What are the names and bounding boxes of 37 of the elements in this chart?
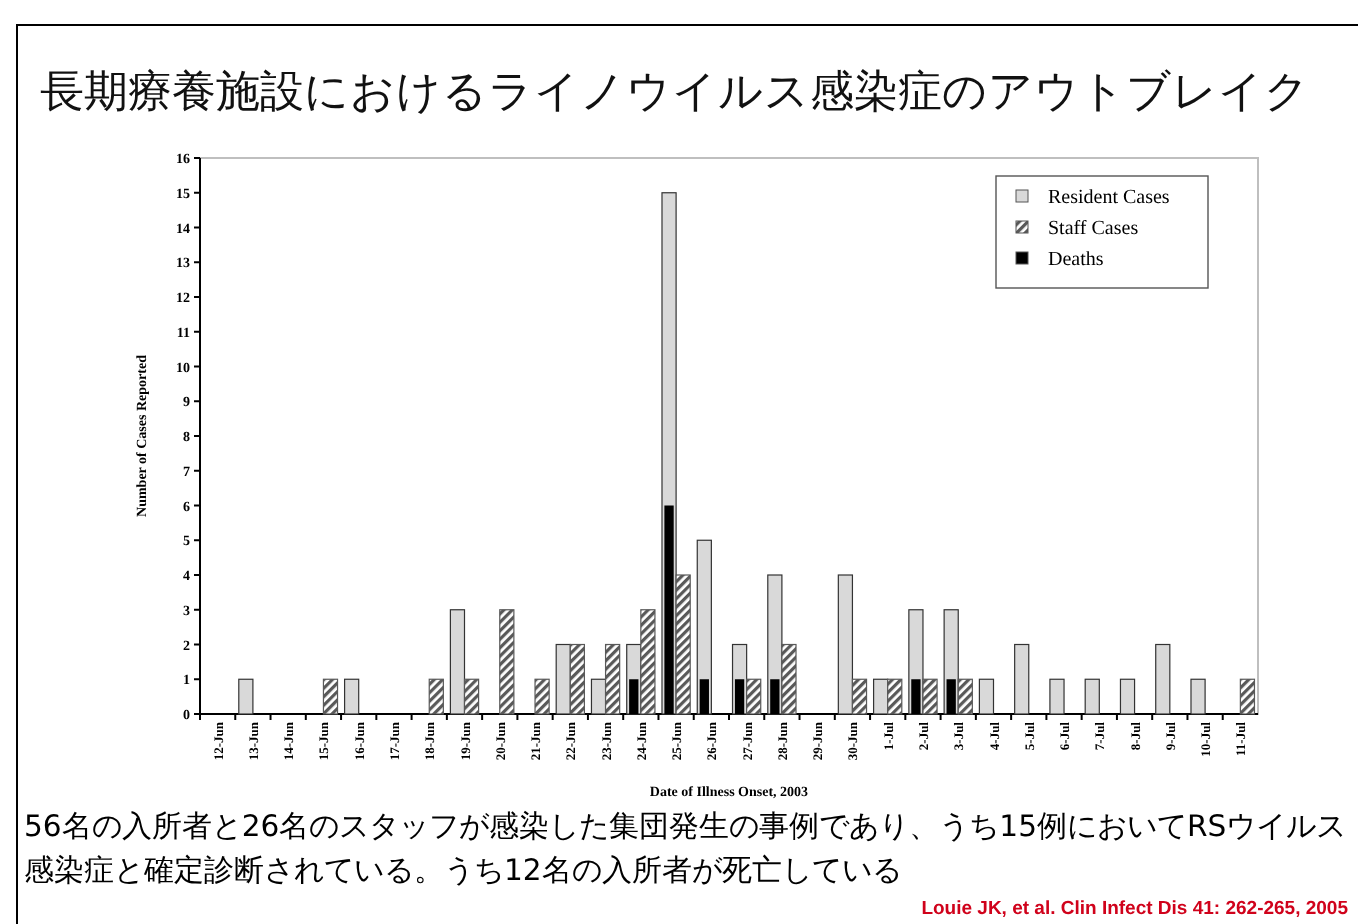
bar	[555, 643, 571, 715]
text: Louie JK, et al. Clin Infect Dis 41: 262-265, 2005	[921, 898, 1350, 920]
bar	[1190, 678, 1206, 715]
text: 56名の入所者と26名のスタッフが感染した集団発生の事例であり、うち15例においてRSウイルス感染症と確定診断されている。うち12名の入所者が死亡している	[24, 808, 1349, 892]
legend-label: Deaths	[1048, 249, 1104, 271]
bar	[946, 679, 956, 714]
bar	[1049, 678, 1065, 715]
bar	[322, 678, 339, 715]
legend-label: Staff Cases	[1048, 218, 1139, 240]
bar	[1084, 678, 1100, 715]
legend-label: Resident Cases	[1048, 187, 1170, 209]
bar	[428, 678, 444, 715]
bar	[569, 643, 586, 715]
bar	[922, 678, 938, 715]
bar	[463, 678, 480, 715]
bar	[604, 643, 621, 715]
bar	[449, 609, 466, 715]
bar	[1239, 678, 1256, 715]
bar	[534, 678, 550, 715]
bar	[675, 574, 691, 715]
bar	[1119, 678, 1136, 715]
bar	[851, 678, 868, 715]
chart-title: 長期療養施設におけるライノウイルス感染症のアウトブレイク	[40, 68, 1310, 118]
bar	[1014, 643, 1030, 715]
bar	[590, 678, 607, 715]
bar	[837, 574, 854, 715]
bar	[640, 609, 656, 715]
bar	[781, 643, 797, 715]
bar	[343, 678, 360, 715]
bar	[1155, 643, 1171, 715]
bar	[746, 678, 762, 715]
bar	[499, 609, 515, 715]
bar	[872, 678, 889, 715]
bar	[887, 678, 903, 715]
bar	[238, 678, 254, 715]
bar	[957, 678, 973, 715]
bar	[978, 678, 995, 715]
